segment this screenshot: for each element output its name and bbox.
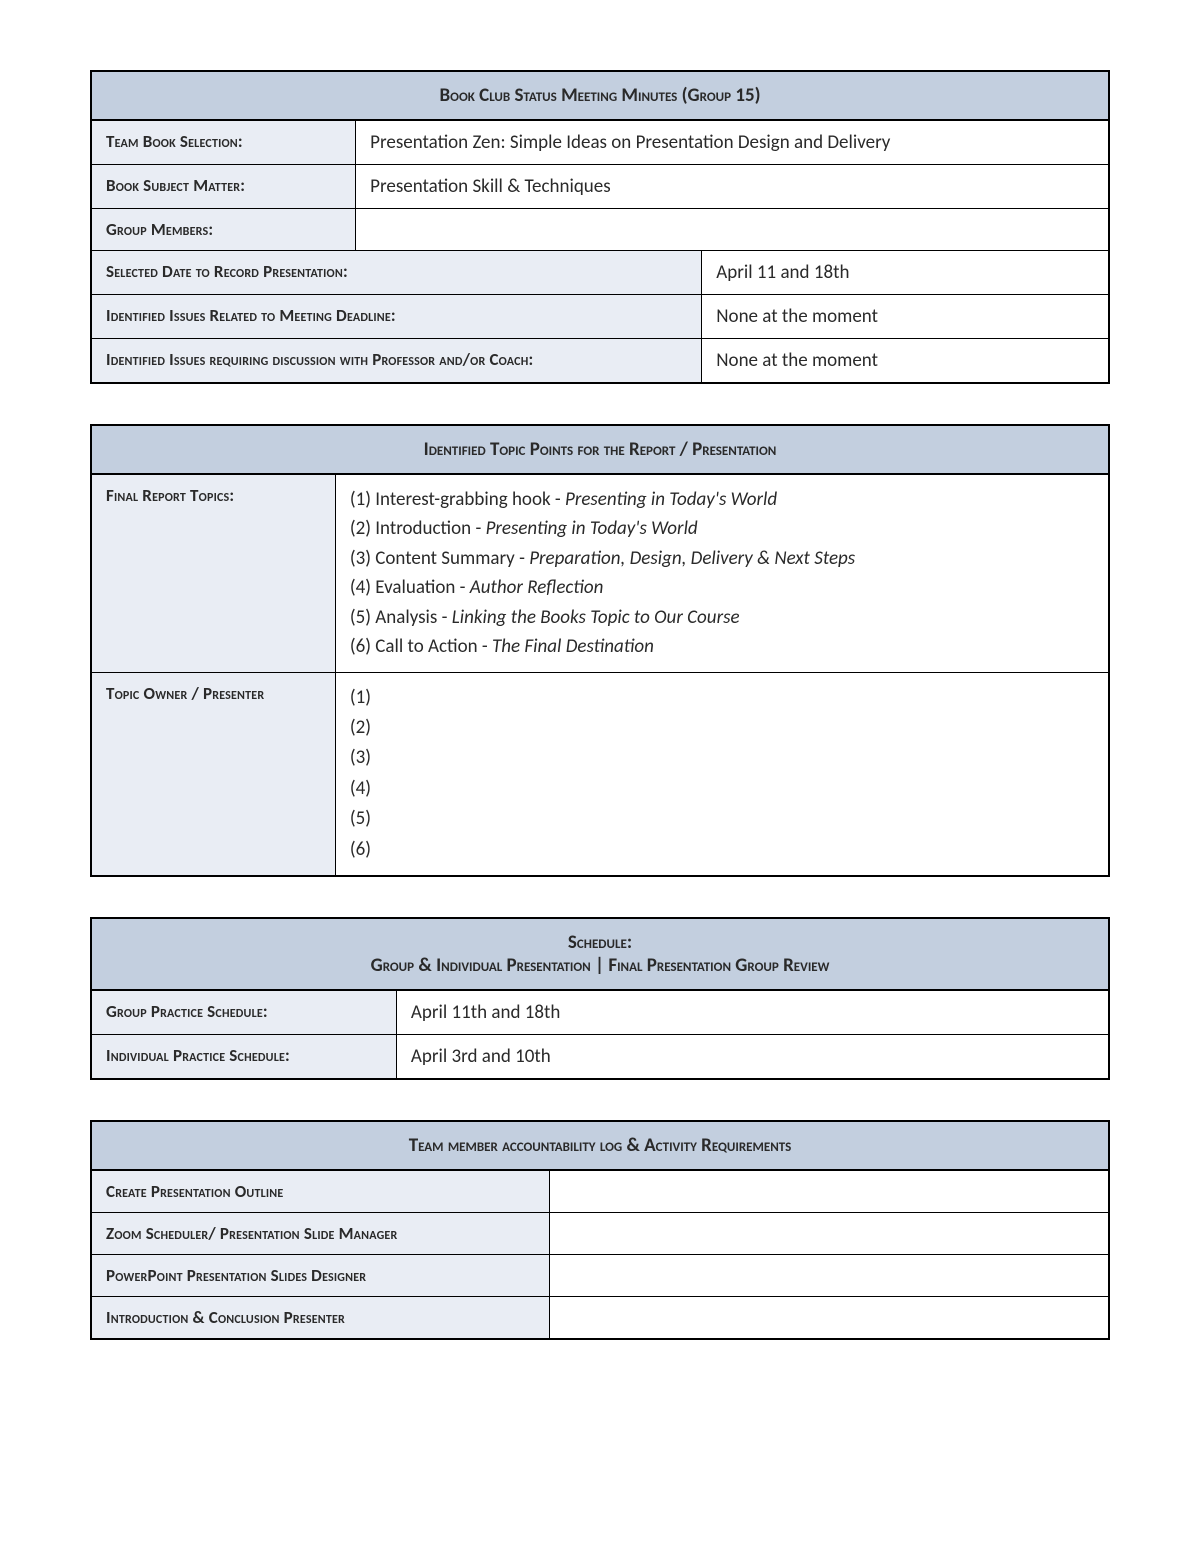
topic-number: (2)	[350, 517, 371, 540]
topic-italic: Presenting in Today's World	[486, 517, 698, 540]
topic-number: (4)	[350, 576, 371, 599]
table-row: Selected Date to Record Presentation: Ap…	[91, 251, 1109, 295]
prof-issues-label: Identified Issues requiring discussion w…	[91, 339, 702, 384]
status-title: Book Club Status Meeting Minutes (Group …	[91, 71, 1109, 120]
prof-issues-value: None at the moment	[702, 339, 1109, 384]
owner-item: (1)	[350, 683, 1094, 713]
topic-item: (6) Call to Action - The Final Destinati…	[350, 632, 1094, 661]
topic-item: (2) Introduction - Presenting in Today's…	[350, 514, 1094, 543]
subject-value: Presentation Skill & Techniques	[356, 165, 1109, 209]
schedule-title-line2: Group & Individual Presentation | Final …	[106, 954, 1094, 977]
topics-title: Identified Topic Points for the Report /…	[91, 425, 1109, 474]
members-value	[356, 209, 1109, 251]
accountability-value	[549, 1254, 1109, 1296]
table-row: Introduction & Conclusion Presenter	[91, 1296, 1109, 1339]
table-row: Create Presentation Outline	[91, 1170, 1109, 1213]
owner-label: Topic Owner / Presenter	[91, 672, 335, 876]
table-row: Team Book Selection: Presentation Zen: S…	[91, 120, 1109, 165]
topic-italic: Presenting in Today's World	[565, 488, 777, 511]
table-row: Identified Issues Related to Meeting Dea…	[91, 295, 1109, 339]
table-row: Group Practice Schedule: April 11th and …	[91, 990, 1109, 1035]
accountability-label: PowerPoint Presentation Slides Designer	[91, 1254, 549, 1296]
accountability-label: Zoom Scheduler/ Presentation Slide Manag…	[91, 1212, 549, 1254]
record-date-value: April 11 and 18th	[702, 251, 1109, 295]
accountability-label: Introduction & Conclusion Presenter	[91, 1296, 549, 1339]
topic-number: (1)	[350, 488, 371, 511]
topic-plain: Introduction -	[371, 517, 486, 540]
topic-item: (5) Analysis - Linking the Books Topic t…	[350, 603, 1094, 632]
topic-number: (5)	[350, 606, 371, 629]
accountability-value	[549, 1170, 1109, 1213]
topic-plain: Content Summary -	[371, 547, 529, 570]
topic-item: (4) Evaluation - Author Reflection	[350, 573, 1094, 602]
group-schedule-value: April 11th and 18th	[396, 990, 1109, 1035]
table-row: Topic Owner / Presenter (1)(2)(3)(4)(5)(…	[91, 672, 1109, 876]
owner-item: (2)	[350, 713, 1094, 743]
team-book-label: Team Book Selection:	[91, 120, 356, 165]
status-table: Book Club Status Meeting Minutes (Group …	[90, 70, 1110, 384]
accountability-value	[549, 1212, 1109, 1254]
members-label: Group Members:	[91, 209, 356, 251]
topic-plain: Evaluation -	[371, 576, 470, 599]
topic-plain: Analysis -	[371, 606, 452, 629]
topic-italic: Linking the Books Topic to Our Course	[452, 606, 740, 629]
group-schedule-label: Group Practice Schedule:	[91, 990, 396, 1035]
schedule-table: Schedule: Group & Individual Presentatio…	[90, 917, 1110, 1080]
table-row: Final Report Topics: (1) Interest-grabbi…	[91, 474, 1109, 672]
schedule-title-line1: Schedule:	[106, 931, 1094, 954]
topic-number: (6)	[350, 635, 371, 658]
topics-table: Identified Topic Points for the Report /…	[90, 424, 1110, 877]
final-topics-cell: (1) Interest-grabbing hook - Presenting …	[335, 474, 1109, 672]
table-row: PowerPoint Presentation Slides Designer	[91, 1254, 1109, 1296]
table-row: Zoom Scheduler/ Presentation Slide Manag…	[91, 1212, 1109, 1254]
team-book-value: Presentation Zen: Simple Ideas on Presen…	[356, 120, 1109, 165]
topic-italic: Author Reflection	[470, 576, 604, 599]
owner-cell: (1)(2)(3)(4)(5)(6)	[335, 672, 1109, 876]
deadline-issues-value: None at the moment	[702, 295, 1109, 339]
indiv-schedule-value: April 3rd and 10th	[396, 1034, 1109, 1079]
table-row: Group Members:	[91, 209, 1109, 251]
owner-item: (3)	[350, 743, 1094, 773]
owner-item: (5)	[350, 804, 1094, 834]
schedule-title: Schedule: Group & Individual Presentatio…	[91, 918, 1109, 990]
owner-item: (6)	[350, 835, 1094, 865]
topic-item: (1) Interest-grabbing hook - Presenting …	[350, 485, 1094, 514]
indiv-schedule-label: Individual Practice Schedule:	[91, 1034, 396, 1079]
topic-italic: The Final Destination	[492, 635, 654, 658]
topic-italic: Preparation, Design, Delivery & Next Ste…	[529, 547, 855, 570]
topic-plain: Interest-grabbing hook -	[371, 488, 565, 511]
document-page: Book Club Status Meeting Minutes (Group …	[0, 0, 1200, 1553]
subject-label: Book Subject Matter:	[91, 165, 356, 209]
table-row: Book Subject Matter: Presentation Skill …	[91, 165, 1109, 209]
accountability-table: Team member accountability log & Activit…	[90, 1120, 1110, 1340]
final-topics-label: Final Report Topics:	[91, 474, 335, 672]
deadline-issues-label: Identified Issues Related to Meeting Dea…	[91, 295, 702, 339]
topic-plain: Call to Action -	[371, 635, 492, 658]
accountability-title: Team member accountability log & Activit…	[91, 1121, 1109, 1170]
owner-item: (4)	[350, 774, 1094, 804]
topic-number: (3)	[350, 547, 371, 570]
table-row: Individual Practice Schedule: April 3rd …	[91, 1034, 1109, 1079]
accountability-label: Create Presentation Outline	[91, 1170, 549, 1213]
record-date-label: Selected Date to Record Presentation:	[91, 251, 702, 295]
topic-item: (3) Content Summary - Preparation, Desig…	[350, 544, 1094, 573]
table-row: Identified Issues requiring discussion w…	[91, 339, 1109, 384]
accountability-value	[549, 1296, 1109, 1339]
